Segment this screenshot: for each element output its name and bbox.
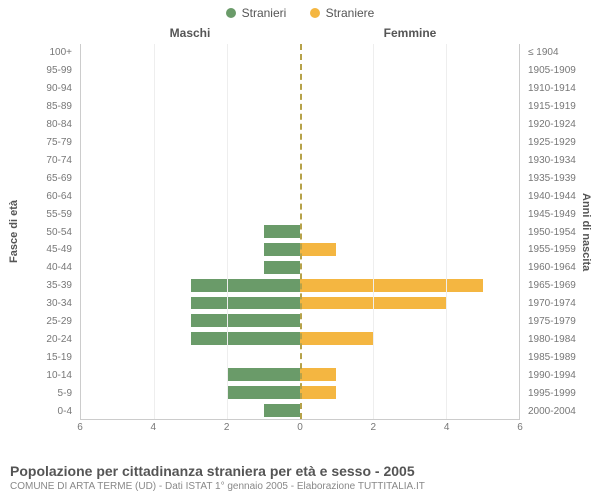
bar-male <box>191 297 301 310</box>
y-tick-left: 15-19 <box>0 348 76 366</box>
region-label-right: Femmine <box>300 26 520 40</box>
y-axis-labels-right: ≤ 19041905-19091910-19141915-19191920-19… <box>524 44 600 420</box>
y-tick-left: 10-14 <box>0 366 76 384</box>
bar-female <box>300 243 336 256</box>
x-tick: 6 <box>517 422 523 433</box>
bar-male <box>264 225 300 238</box>
y-tick-right: 1990-1994 <box>524 366 600 384</box>
y-tick-right: 1970-1974 <box>524 295 600 313</box>
x-axis: 6 4 2 0 2 4 6 <box>80 422 520 436</box>
y-tick-right: 1985-1989 <box>524 348 600 366</box>
region-label-left: Maschi <box>80 26 300 40</box>
y-tick-left: 55-59 <box>0 205 76 223</box>
y-tick-left: 60-64 <box>0 187 76 205</box>
center-line <box>300 44 302 419</box>
bar-male <box>191 314 301 327</box>
grid-line <box>154 44 155 419</box>
y-tick-left: 100+ <box>0 44 76 62</box>
y-tick-right: 1935-1939 <box>524 169 600 187</box>
bar-male <box>191 332 301 345</box>
bar-female <box>300 332 373 345</box>
y-tick-right: 1975-1979 <box>524 313 600 331</box>
y-tick-right: 1980-1984 <box>524 331 600 349</box>
region-labels: Maschi Femmine <box>80 26 520 42</box>
y-tick-right: 1960-1964 <box>524 259 600 277</box>
bar-male <box>264 404 300 417</box>
y-tick-left: 45-49 <box>0 241 76 259</box>
bar-female <box>300 279 483 292</box>
bar-male <box>264 243 300 256</box>
y-tick-left: 35-39 <box>0 277 76 295</box>
legend-swatch-male <box>226 8 236 18</box>
y-tick-right: 2000-2004 <box>524 402 600 420</box>
x-tick: 6 <box>77 422 83 433</box>
y-tick-left: 5-9 <box>0 384 76 402</box>
y-tick-right: 1955-1959 <box>524 241 600 259</box>
y-tick-left: 65-69 <box>0 169 76 187</box>
bar-male <box>191 279 301 292</box>
grid-line <box>446 44 447 419</box>
y-tick-left: 20-24 <box>0 331 76 349</box>
plot-area <box>80 44 520 420</box>
y-tick-left: 75-79 <box>0 134 76 152</box>
y-tick-left: 70-74 <box>0 151 76 169</box>
y-tick-left: 40-44 <box>0 259 76 277</box>
caption-subtitle: COMUNE DI ARTA TERME (UD) - Dati ISTAT 1… <box>10 481 590 492</box>
y-tick-right: 1940-1944 <box>524 187 600 205</box>
bar-female <box>300 386 336 399</box>
x-tick: 4 <box>151 422 157 433</box>
y-tick-left: 30-34 <box>0 295 76 313</box>
bar-male <box>264 261 300 274</box>
bar-male <box>227 386 300 399</box>
y-tick-right: 1995-1999 <box>524 384 600 402</box>
population-pyramid-chart: Stranieri Straniere Maschi Femmine Fasce… <box>0 0 600 500</box>
x-tick: 2 <box>224 422 230 433</box>
y-tick-right: 1925-1929 <box>524 134 600 152</box>
y-tick-left: 0-4 <box>0 402 76 420</box>
x-tick: 4 <box>444 422 450 433</box>
y-tick-left: 90-94 <box>0 80 76 98</box>
legend-label-female: Straniere <box>326 6 375 20</box>
x-tick: 2 <box>371 422 377 433</box>
caption-title: Popolazione per cittadinanza straniera p… <box>10 463 590 479</box>
y-tick-right: 1905-1909 <box>524 62 600 80</box>
y-tick-left: 95-99 <box>0 62 76 80</box>
y-tick-left: 50-54 <box>0 223 76 241</box>
y-tick-left: 85-89 <box>0 98 76 116</box>
grid-line <box>373 44 374 419</box>
caption: Popolazione per cittadinanza straniera p… <box>10 463 590 492</box>
y-tick-right: 1920-1924 <box>524 116 600 134</box>
y-tick-right: 1965-1969 <box>524 277 600 295</box>
legend-item-male: Stranieri <box>226 6 287 20</box>
legend-item-female: Straniere <box>310 6 375 20</box>
y-tick-right: 1950-1954 <box>524 223 600 241</box>
legend: Stranieri Straniere <box>0 6 600 21</box>
y-tick-right: 1945-1949 <box>524 205 600 223</box>
y-axis-labels-left: 100+95-9990-9485-8980-8475-7970-7465-696… <box>0 44 76 420</box>
legend-swatch-female <box>310 8 320 18</box>
y-tick-left: 80-84 <box>0 116 76 134</box>
bar-male <box>227 368 300 381</box>
y-tick-right: 1915-1919 <box>524 98 600 116</box>
y-tick-right: ≤ 1904 <box>524 44 600 62</box>
x-tick: 0 <box>297 422 303 433</box>
y-tick-right: 1910-1914 <box>524 80 600 98</box>
y-tick-right: 1930-1934 <box>524 151 600 169</box>
grid-line <box>227 44 228 419</box>
bar-female <box>300 368 336 381</box>
legend-label-male: Stranieri <box>242 6 287 20</box>
y-tick-left: 25-29 <box>0 313 76 331</box>
